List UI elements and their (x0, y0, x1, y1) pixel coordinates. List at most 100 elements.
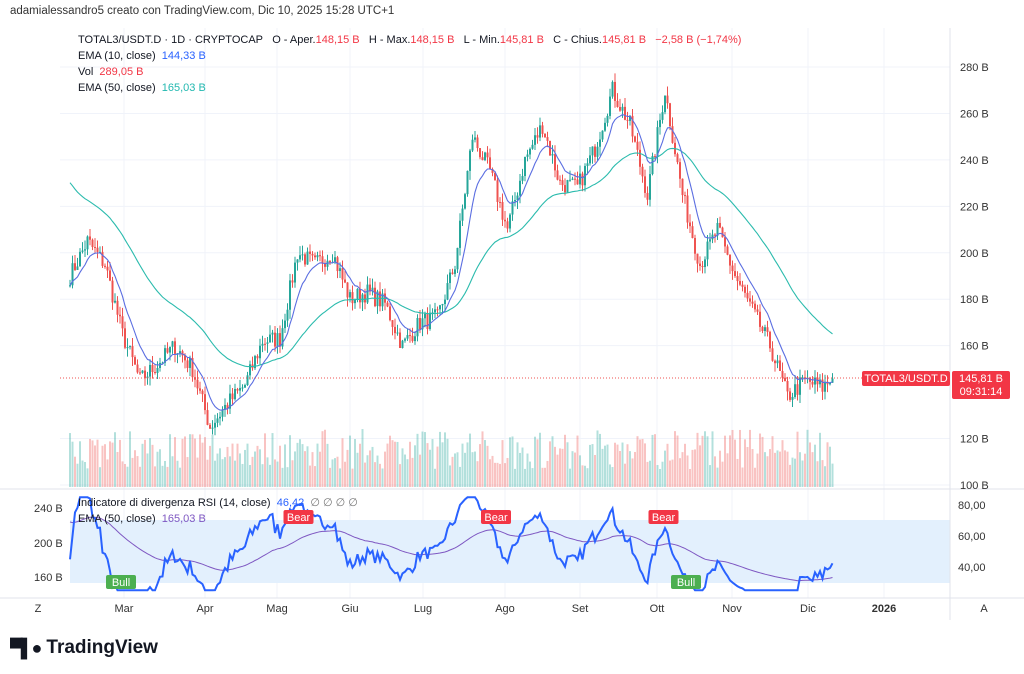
volume-bar (254, 451, 256, 487)
volume-bar (446, 438, 449, 487)
candle (636, 141, 639, 150)
candle (74, 263, 76, 270)
candle (71, 263, 74, 286)
volume-bar (651, 434, 654, 487)
time-tick: Mar (115, 603, 134, 615)
volume-bar (741, 467, 744, 487)
volume-bar (169, 434, 171, 487)
volume-bar (149, 438, 151, 487)
rsi-ema-label: EMA (50, close) (78, 512, 156, 525)
candle (239, 387, 241, 391)
candle (639, 149, 641, 167)
candle (421, 318, 424, 330)
bear-signal (481, 510, 511, 524)
candle (631, 115, 634, 137)
candle (446, 283, 449, 300)
volume-bar (814, 444, 816, 487)
ema50-line (69, 147, 833, 368)
volume-bar (614, 442, 616, 487)
candle (646, 192, 649, 200)
auto-scale-button[interactable]: A (980, 603, 988, 615)
volume-bar (121, 461, 124, 487)
candle (316, 255, 319, 258)
candle (766, 327, 769, 332)
candles (69, 73, 834, 436)
volume-bar (779, 451, 781, 487)
candle (799, 377, 801, 395)
volume-bar (281, 467, 284, 487)
price-chart[interactable]: Bull Bear Bear Bear Bull 280 B 260 B 240 B 220 … (0, 0, 1024, 630)
volume-bar (294, 451, 296, 487)
rsi-ema-row[interactable]: EMA (50, close) 165,03 B (78, 512, 358, 528)
volume-bar (111, 442, 114, 487)
price-tick: 120 B (960, 434, 989, 446)
volume-bar (429, 449, 431, 487)
volume-bar (471, 452, 474, 487)
volume-bar (176, 460, 179, 487)
candle (459, 220, 461, 248)
volume-bar (366, 455, 369, 487)
candle (116, 300, 119, 315)
zoom-button[interactable]: Z (35, 603, 42, 615)
candle (656, 127, 659, 157)
volume-bar (189, 434, 191, 487)
candle (649, 174, 651, 200)
volume-bar (724, 435, 726, 487)
candle (676, 154, 679, 163)
volume-bar (179, 467, 181, 487)
volume-bar (659, 468, 661, 487)
candle (124, 328, 126, 348)
volume-bar (126, 466, 129, 487)
volume-bar (819, 432, 821, 487)
volume-bar (809, 442, 811, 487)
volume-bar (484, 440, 486, 487)
volume-bar (156, 451, 159, 487)
candle (429, 312, 431, 330)
volume-bar (361, 429, 364, 487)
volume-bar (251, 456, 254, 487)
symbol-label[interactable]: TOTAL3/USDT.D · 1D · CRYPTOCAP (78, 34, 264, 46)
ema50-row[interactable]: EMA (50, close) 165,03 B (78, 80, 741, 96)
high-value: 148,15 B (410, 34, 455, 46)
volume-bar (624, 463, 626, 487)
candle (361, 294, 364, 303)
volume-bar (461, 443, 464, 487)
candle (159, 362, 161, 369)
candle (819, 379, 821, 385)
candle (394, 326, 396, 334)
candle (539, 125, 541, 138)
volume-bar (454, 453, 456, 487)
volume-bar (761, 436, 764, 487)
volume-bar (406, 459, 409, 487)
candle (181, 351, 184, 356)
volume-bar (606, 444, 609, 487)
candle (339, 268, 341, 272)
volume-bar (159, 449, 161, 487)
ema10-row[interactable]: EMA (10, close) 144,33 B (78, 48, 741, 64)
volume-bar (556, 454, 559, 487)
volume-bar (364, 462, 366, 487)
candle (516, 195, 519, 201)
volume-bar (129, 431, 131, 487)
candle (801, 377, 804, 379)
candle (91, 239, 94, 248)
candle (546, 137, 549, 141)
volume-bar (409, 441, 411, 487)
candle (629, 115, 631, 121)
candle (106, 266, 109, 271)
volume-bar (299, 439, 301, 487)
volume-bar (626, 444, 629, 487)
vol-row[interactable]: Vol 289,05 B (78, 64, 741, 80)
rsi-left-tick: 240 B (34, 503, 63, 515)
candle (704, 259, 706, 268)
rsi-left-tick: 200 B (34, 538, 63, 550)
candle (494, 172, 496, 181)
volume-bar (829, 446, 831, 487)
rsi-row[interactable]: Indicatore di divergenza RSI (14, close)… (78, 496, 358, 512)
candle (706, 241, 709, 260)
volume-bar (786, 451, 789, 487)
candle (599, 139, 601, 147)
volume-bar (89, 438, 91, 487)
ema50-value: 165,03 B (161, 82, 206, 94)
price-tick: 180 B (960, 294, 989, 306)
